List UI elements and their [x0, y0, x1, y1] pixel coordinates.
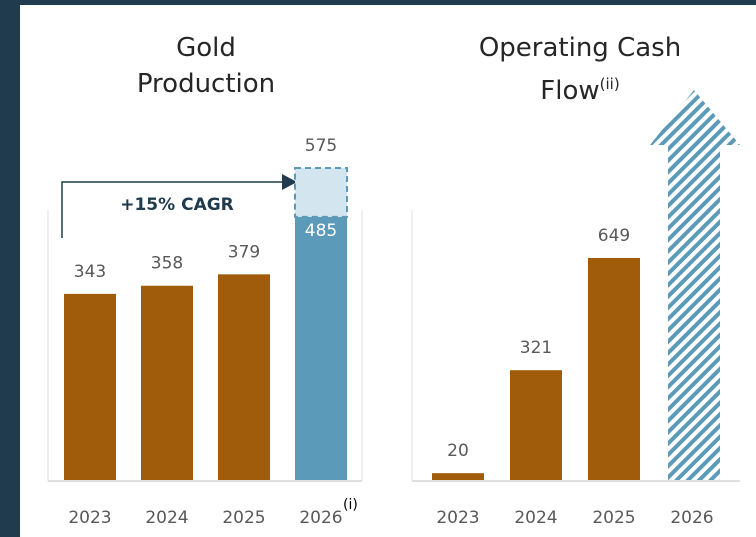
- value-label: 20: [447, 441, 469, 461]
- total-label: 575: [305, 136, 337, 156]
- x-tick-label: 2023: [68, 508, 111, 528]
- value-label: 321: [520, 338, 552, 358]
- chart-title: Operating Cash Flow(ii): [440, 30, 720, 109]
- x-tick-label: 2024: [514, 508, 557, 528]
- value-label: 379: [228, 242, 260, 262]
- bar: [295, 216, 347, 480]
- title-note: (ii): [599, 75, 620, 93]
- bar: [294, 167, 348, 218]
- x-tick-label: 2023: [436, 508, 479, 528]
- x-tick-label: 2026: [670, 508, 713, 528]
- cagr-arrow: [61, 181, 284, 238]
- value-label: 649: [598, 226, 630, 246]
- bar: [432, 473, 484, 480]
- bar: [218, 274, 270, 480]
- chart-title: Operating Cash Flow: [478, 33, 682, 106]
- forecast-arrow: [650, 90, 740, 480]
- x-tick-label: 2025: [222, 508, 265, 528]
- x-tick-label: 2025: [592, 508, 635, 528]
- bar: [510, 370, 562, 480]
- value-label: 358: [151, 254, 183, 274]
- category-note: (i): [343, 497, 358, 513]
- cagr-arrowhead: [282, 174, 297, 190]
- x-tick-label: 2024: [145, 508, 188, 528]
- value-label: 485: [305, 221, 337, 241]
- annotation: +15% CAGR: [120, 195, 234, 215]
- bar: [588, 258, 640, 480]
- bar: [141, 285, 193, 480]
- bar: [64, 293, 116, 480]
- value-label: 343: [74, 262, 106, 282]
- chart-title: Gold Production: [136, 33, 276, 99]
- x-tick-label: 2026: [299, 508, 342, 528]
